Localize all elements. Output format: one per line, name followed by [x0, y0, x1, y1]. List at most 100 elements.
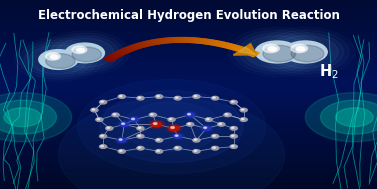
Circle shape	[132, 118, 135, 120]
Circle shape	[174, 146, 181, 150]
Circle shape	[193, 149, 200, 153]
Circle shape	[169, 126, 179, 131]
Circle shape	[193, 95, 200, 98]
Circle shape	[72, 47, 101, 62]
Circle shape	[100, 135, 107, 138]
Circle shape	[184, 112, 197, 118]
Circle shape	[169, 119, 172, 120]
Circle shape	[138, 135, 141, 136]
Circle shape	[176, 97, 178, 98]
Circle shape	[77, 48, 84, 52]
Circle shape	[156, 149, 163, 153]
Circle shape	[100, 145, 107, 148]
Circle shape	[320, 100, 377, 134]
Circle shape	[194, 150, 197, 151]
Circle shape	[130, 118, 138, 122]
Circle shape	[29, 45, 88, 74]
Circle shape	[137, 146, 144, 150]
Circle shape	[113, 114, 116, 115]
Circle shape	[157, 139, 159, 140]
Circle shape	[186, 113, 195, 117]
Circle shape	[118, 138, 126, 142]
Circle shape	[138, 127, 141, 128]
Circle shape	[120, 150, 122, 151]
Circle shape	[156, 95, 163, 98]
Circle shape	[241, 119, 244, 120]
Circle shape	[4, 108, 41, 127]
Circle shape	[115, 137, 129, 144]
Circle shape	[244, 36, 310, 68]
Circle shape	[291, 44, 308, 53]
Circle shape	[168, 118, 175, 121]
Circle shape	[231, 135, 234, 136]
Circle shape	[225, 114, 228, 115]
Circle shape	[173, 134, 182, 138]
Circle shape	[230, 127, 238, 130]
Circle shape	[171, 133, 184, 140]
Circle shape	[46, 54, 75, 68]
Circle shape	[213, 97, 215, 98]
Circle shape	[187, 123, 194, 126]
Circle shape	[263, 44, 279, 53]
Circle shape	[101, 101, 103, 102]
Circle shape	[224, 113, 231, 117]
Circle shape	[268, 47, 277, 51]
Circle shape	[156, 138, 163, 142]
Circle shape	[152, 122, 162, 127]
Circle shape	[137, 127, 144, 130]
Circle shape	[0, 93, 72, 142]
Circle shape	[138, 147, 141, 148]
Circle shape	[137, 96, 144, 100]
Circle shape	[119, 139, 122, 140]
Circle shape	[77, 79, 266, 174]
Circle shape	[296, 47, 305, 51]
Circle shape	[255, 41, 299, 63]
Circle shape	[291, 45, 324, 62]
Circle shape	[205, 118, 213, 121]
Circle shape	[194, 139, 197, 140]
Circle shape	[123, 102, 221, 151]
Circle shape	[157, 95, 159, 97]
Circle shape	[100, 100, 107, 104]
Circle shape	[284, 41, 327, 63]
Circle shape	[219, 123, 222, 124]
Circle shape	[305, 93, 377, 142]
Circle shape	[138, 97, 141, 98]
Circle shape	[211, 146, 219, 150]
Circle shape	[149, 113, 156, 117]
Circle shape	[171, 127, 175, 129]
Circle shape	[118, 95, 125, 98]
Text: Electrochemical Hydrogen Evolution Reaction: Electrochemical Hydrogen Evolution React…	[38, 9, 339, 22]
Polygon shape	[239, 47, 256, 55]
Circle shape	[46, 53, 60, 60]
Circle shape	[166, 124, 182, 132]
Circle shape	[101, 145, 103, 147]
Circle shape	[92, 109, 95, 110]
Circle shape	[120, 122, 129, 126]
Circle shape	[118, 149, 125, 153]
Circle shape	[273, 36, 338, 68]
Circle shape	[188, 123, 190, 124]
Circle shape	[218, 123, 225, 126]
Circle shape	[91, 108, 98, 112]
Circle shape	[72, 46, 87, 53]
Circle shape	[240, 108, 247, 112]
Circle shape	[211, 96, 219, 100]
Circle shape	[188, 113, 190, 115]
Circle shape	[175, 135, 178, 136]
Circle shape	[137, 135, 144, 138]
Circle shape	[336, 108, 373, 127]
Circle shape	[100, 91, 243, 163]
Circle shape	[231, 145, 234, 147]
Circle shape	[230, 135, 238, 138]
Circle shape	[65, 43, 104, 63]
Circle shape	[194, 95, 197, 97]
Circle shape	[213, 135, 215, 136]
Circle shape	[200, 125, 213, 132]
Circle shape	[231, 127, 234, 128]
Circle shape	[96, 118, 103, 121]
Text: H$_2$: H$_2$	[319, 63, 338, 81]
Circle shape	[120, 95, 122, 97]
Circle shape	[157, 150, 159, 151]
Circle shape	[263, 45, 296, 62]
